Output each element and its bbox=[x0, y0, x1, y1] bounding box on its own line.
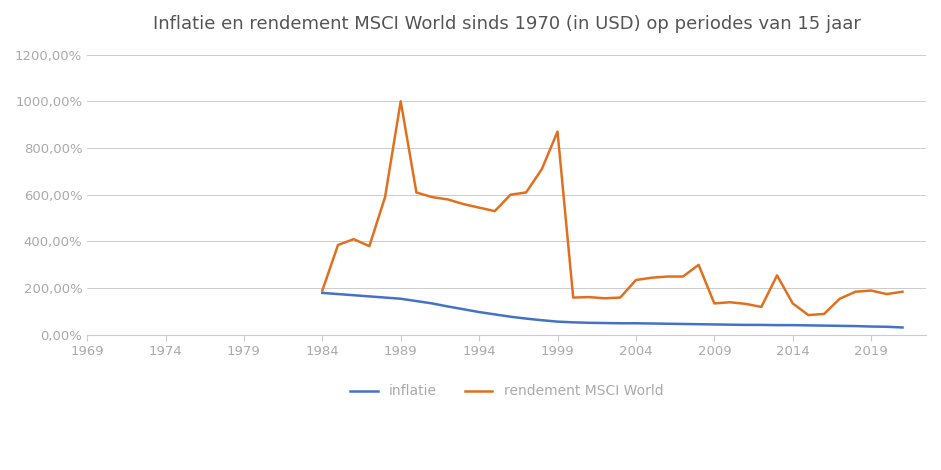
inflatie bbox=[756, 322, 767, 328]
inflatie bbox=[834, 323, 845, 329]
rendement MSCI World bbox=[489, 208, 501, 214]
Line: rendement MSCI World: rendement MSCI World bbox=[323, 102, 902, 315]
rendement MSCI World bbox=[473, 205, 485, 211]
rendement MSCI World bbox=[709, 301, 720, 306]
inflatie bbox=[520, 316, 532, 321]
rendement MSCI World bbox=[348, 236, 359, 242]
inflatie bbox=[317, 290, 328, 296]
inflatie bbox=[457, 306, 469, 312]
inflatie bbox=[678, 321, 689, 327]
rendement MSCI World bbox=[551, 129, 563, 134]
inflatie bbox=[740, 322, 751, 328]
inflatie bbox=[630, 321, 642, 326]
rendement MSCI World bbox=[897, 289, 908, 295]
inflatie bbox=[897, 325, 908, 330]
rendement MSCI World bbox=[426, 194, 438, 200]
rendement MSCI World bbox=[646, 275, 657, 281]
rendement MSCI World bbox=[803, 312, 814, 318]
inflatie bbox=[787, 322, 798, 328]
inflatie bbox=[442, 304, 454, 309]
inflatie bbox=[881, 324, 892, 329]
inflatie bbox=[489, 312, 501, 317]
rendement MSCI World bbox=[332, 242, 343, 248]
inflatie bbox=[332, 291, 343, 297]
rendement MSCI World bbox=[379, 194, 391, 200]
inflatie bbox=[646, 321, 657, 326]
rendement MSCI World bbox=[630, 277, 642, 283]
rendement MSCI World bbox=[504, 192, 516, 197]
rendement MSCI World bbox=[756, 304, 767, 310]
inflatie bbox=[583, 320, 595, 326]
rendement MSCI World bbox=[583, 294, 595, 300]
inflatie bbox=[567, 320, 579, 325]
rendement MSCI World bbox=[740, 301, 751, 307]
Legend: inflatie, rendement MSCI World: inflatie, rendement MSCI World bbox=[344, 379, 669, 404]
inflatie bbox=[348, 292, 359, 298]
inflatie bbox=[866, 324, 877, 329]
Line: inflatie: inflatie bbox=[323, 293, 902, 328]
inflatie bbox=[614, 321, 626, 326]
inflatie bbox=[379, 295, 391, 300]
inflatie bbox=[662, 321, 673, 327]
rendement MSCI World bbox=[598, 296, 610, 301]
Title: Inflatie en rendement MSCI World sinds 1970 (in USD) op periodes van 15 jaar: Inflatie en rendement MSCI World sinds 1… bbox=[152, 15, 860, 33]
rendement MSCI World bbox=[536, 166, 548, 172]
inflatie bbox=[772, 322, 783, 328]
rendement MSCI World bbox=[395, 99, 407, 104]
inflatie bbox=[395, 296, 407, 302]
rendement MSCI World bbox=[678, 274, 689, 279]
rendement MSCI World bbox=[772, 273, 783, 278]
rendement MSCI World bbox=[693, 262, 704, 268]
inflatie bbox=[551, 319, 563, 324]
rendement MSCI World bbox=[614, 295, 626, 300]
inflatie bbox=[693, 321, 704, 327]
rendement MSCI World bbox=[787, 301, 798, 306]
rendement MSCI World bbox=[442, 196, 454, 202]
inflatie bbox=[426, 301, 438, 306]
inflatie bbox=[504, 314, 516, 320]
rendement MSCI World bbox=[850, 289, 861, 295]
rendement MSCI World bbox=[364, 243, 375, 249]
rendement MSCI World bbox=[457, 201, 469, 207]
inflatie bbox=[850, 323, 861, 329]
inflatie bbox=[473, 309, 485, 315]
rendement MSCI World bbox=[662, 274, 673, 279]
rendement MSCI World bbox=[834, 296, 845, 302]
inflatie bbox=[803, 322, 814, 328]
inflatie bbox=[364, 294, 375, 299]
rendement MSCI World bbox=[317, 288, 328, 293]
rendement MSCI World bbox=[881, 291, 892, 297]
rendement MSCI World bbox=[866, 288, 877, 293]
inflatie bbox=[709, 321, 720, 327]
inflatie bbox=[598, 320, 610, 326]
inflatie bbox=[536, 317, 548, 323]
rendement MSCI World bbox=[520, 189, 532, 195]
rendement MSCI World bbox=[411, 189, 423, 195]
rendement MSCI World bbox=[567, 295, 579, 300]
rendement MSCI World bbox=[725, 299, 736, 305]
inflatie bbox=[819, 323, 830, 329]
inflatie bbox=[725, 322, 736, 328]
inflatie bbox=[411, 298, 423, 304]
rendement MSCI World bbox=[819, 311, 830, 317]
